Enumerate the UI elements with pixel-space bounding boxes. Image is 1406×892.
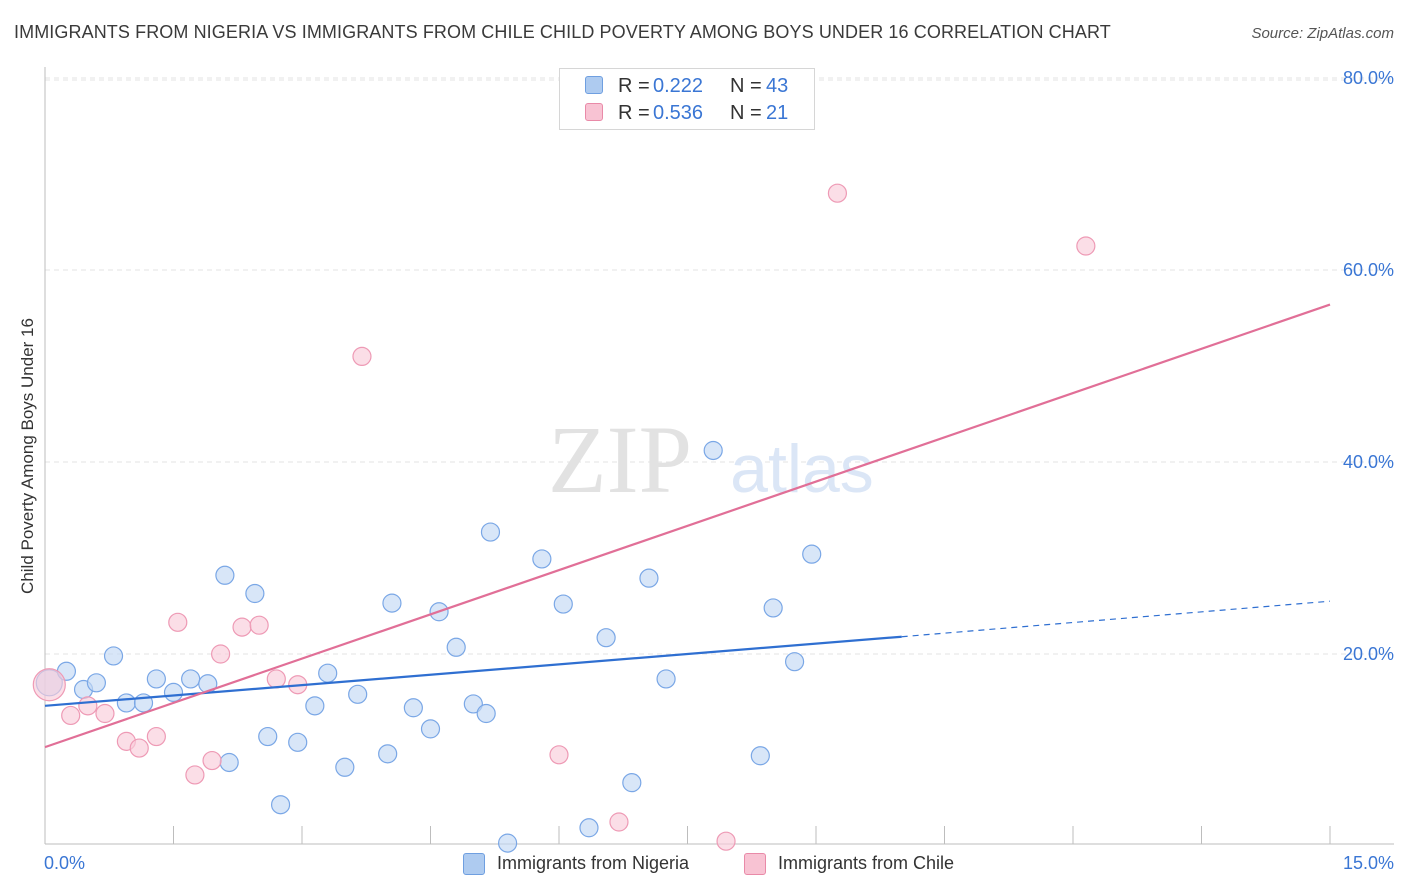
n-label: N =: [730, 75, 762, 97]
nigeria-points: [35, 440, 822, 853]
nigeria-point: [622, 773, 642, 793]
nigeria-trend-line: [44, 635, 902, 707]
chile-point: [232, 617, 252, 637]
nigeria-point: [656, 669, 676, 689]
chile-point: [146, 726, 166, 747]
r-label: R =: [618, 75, 650, 97]
chile-point: [211, 644, 231, 664]
nigeria-point: [116, 693, 136, 713]
y-tick-label: 20.0%: [1343, 644, 1394, 664]
x-tick-label-max: 15.0%: [1343, 853, 1394, 873]
chile-point: [549, 745, 569, 765]
nigeria-point: [258, 726, 278, 747]
nigeria-point: [532, 549, 552, 569]
chile-point: [78, 696, 98, 716]
chile-points: [32, 183, 1096, 851]
correlation-legend: R = 0.222 N = 43 R = 0.536 N = 21: [559, 68, 815, 130]
nigeria-point: [335, 757, 355, 777]
n-label: N =: [730, 102, 762, 124]
chile-point: [249, 615, 269, 635]
chile-point: [716, 831, 736, 851]
nigeria-point: [382, 593, 402, 613]
n-value: 43: [766, 75, 789, 97]
gridlines: [45, 77, 1394, 655]
nigeria-point: [750, 746, 770, 766]
nigeria-point: [703, 440, 723, 461]
chile-point: [61, 705, 81, 726]
nigeria-point: [86, 673, 107, 693]
chile-swatch-icon: [585, 103, 603, 121]
legend-label: Immigrants from Chile: [778, 853, 955, 873]
chile-point: [609, 812, 629, 832]
y-tick-label: 40.0%: [1343, 452, 1394, 472]
chart-title: IMMIGRANTS FROM NIGERIA VS IMMIGRANTS FR…: [14, 22, 1111, 42]
source-label: Source: ZipAtlas.com: [1251, 25, 1394, 42]
nigeria-point: [245, 583, 265, 604]
nigeria-point: [181, 669, 201, 689]
x-tick-label-min: 0.0%: [44, 853, 85, 873]
chile-point: [168, 612, 188, 632]
chile-point: [827, 183, 848, 203]
nigeria-point: [446, 637, 466, 657]
nigeria-point: [639, 568, 659, 588]
nigeria-point: [305, 696, 325, 716]
chile-point: [129, 738, 149, 758]
nigeria-point: [553, 594, 573, 614]
chile-point: [202, 750, 222, 771]
nigeria-point: [476, 703, 496, 724]
nigeria-point: [463, 694, 483, 714]
chile-legend-swatch-icon: [744, 853, 766, 875]
trend-lines: [44, 303, 1331, 749]
data-points: [32, 183, 1096, 853]
nigeria-point: [498, 833, 518, 853]
nigeria-point: [378, 744, 398, 764]
nigeria-point: [288, 732, 308, 752]
legend-label: Immigrants from Nigeria: [497, 853, 690, 873]
nigeria-point: [784, 652, 805, 672]
nigeria-trend-extension: [901, 600, 1331, 638]
nigeria-point: [480, 522, 501, 542]
r-label: R =: [618, 102, 650, 124]
y-tick-label: 60.0%: [1343, 260, 1394, 280]
nigeria-point: [146, 669, 166, 689]
chile-point: [185, 765, 205, 785]
series-legend: Immigrants from Nigeria Immigrants from …: [0, 852, 1406, 878]
nigeria-point: [348, 684, 368, 704]
nigeria-point: [403, 698, 423, 718]
nigeria-point: [163, 682, 184, 703]
nigeria-point: [219, 752, 239, 773]
nigeria-point: [215, 565, 235, 585]
r-value: 0.536: [653, 102, 704, 124]
nigeria-point: [420, 719, 441, 739]
nigeria-point: [270, 795, 291, 815]
chile-point: [95, 703, 115, 724]
nigeria-point: [596, 628, 616, 648]
nigeria-point: [763, 598, 783, 618]
y-tick-label: 80.0%: [1343, 68, 1394, 88]
chile-point: [352, 346, 372, 366]
nigeria-point: [802, 544, 822, 564]
nigeria-legend-swatch-icon: [463, 853, 485, 875]
r-value: 0.222: [653, 75, 704, 97]
chile-point: [1076, 236, 1096, 256]
y-axis-label: Child Poverty Among Boys Under 16: [18, 318, 37, 594]
nigeria-point: [579, 818, 599, 838]
nigeria-point: [103, 646, 124, 666]
n-value: 21: [766, 102, 789, 124]
nigeria-point: [318, 663, 338, 683]
tick-labels: 20.0% 40.0% 60.0% 80.0% 0.0% 15.0%: [44, 68, 1394, 873]
watermark: ZIP atlas: [548, 406, 874, 513]
nigeria-swatch-icon: [585, 76, 603, 94]
chile-point: [32, 668, 66, 702]
watermark-zip: ZIP: [548, 406, 692, 513]
chile-point: [266, 669, 286, 689]
chile-trend-line: [44, 303, 1331, 749]
